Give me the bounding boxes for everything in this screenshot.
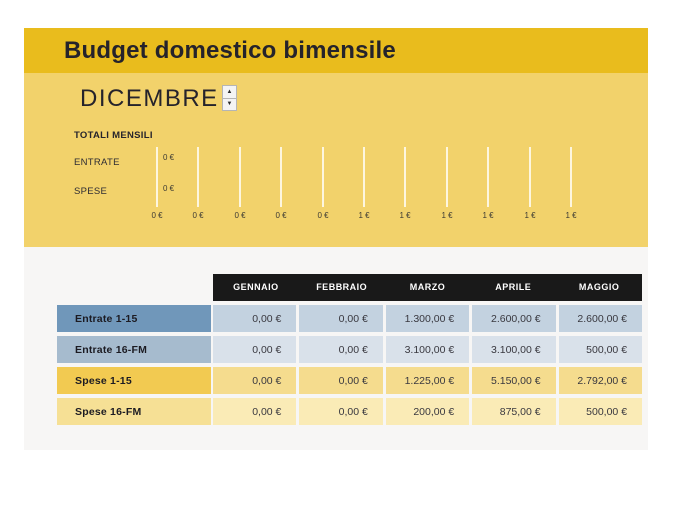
spese-series-value: 0 €: [163, 184, 175, 193]
monthly-totals-chart: 0 € 0 € 0 € 0 € 0 € 1 € 1 € 1 € 1 € 1 € …: [24, 73, 648, 247]
chart-column-label: 0 €: [192, 211, 204, 220]
table-cell[interactable]: 2.600,00 €: [558, 305, 643, 332]
month-spinner[interactable]: ▲ ▼: [222, 85, 237, 111]
table-panel: GENNAIO FEBBRAIO MARZO APRILE MAGGIO Ent…: [24, 247, 648, 450]
chart-gridline: [570, 147, 572, 207]
table-cell[interactable]: 200,00 €: [385, 398, 470, 425]
table-cell[interactable]: 0,00 €: [213, 305, 297, 332]
table-cell[interactable]: 875,00 €: [472, 398, 556, 425]
row-label-entrate-16-fm: Entrate 16-FM: [57, 336, 211, 363]
chart-column-label: 1 €: [565, 211, 577, 220]
spinner-down-icon[interactable]: ▼: [226, 101, 233, 108]
table-row: 0,00 € 0,00 € 200,00 € 875,00 € 500,00 €: [213, 398, 643, 425]
table-cell[interactable]: 0,00 €: [213, 367, 297, 394]
chart-column: 0 €: [178, 147, 218, 247]
table-row: 0,00 € 0,00 € 3.100,00 € 3.100,00 € 500,…: [213, 336, 643, 363]
chart-gridline: [197, 147, 199, 207]
summary-band: DICEMBRE ▲ ▼ TOTALI MENSILI ENTRATE SPES…: [24, 73, 648, 247]
column-header-marzo: MARZO: [409, 282, 446, 292]
table-cell[interactable]: 1.225,00 €: [385, 367, 470, 394]
chart-column: 0 €: [261, 147, 301, 247]
table-cell[interactable]: 0,00 €: [213, 398, 297, 425]
table-cell[interactable]: 1.300,00 €: [385, 305, 470, 332]
table-cell[interactable]: 0,00 €: [299, 367, 383, 394]
chart-gridline: [404, 147, 406, 207]
chart-gridline: [446, 147, 448, 207]
spinner-up-icon[interactable]: ▲: [223, 86, 236, 99]
table-cell[interactable]: 0,00 €: [299, 398, 383, 425]
spese-series-label: SPESE: [74, 186, 108, 197]
column-header-maggio: MAGGIO: [578, 282, 620, 292]
chart-column: 1 €: [510, 147, 550, 247]
table-cell[interactable]: 0,00 €: [299, 305, 383, 332]
chart-gridline: [529, 147, 531, 207]
chart-column-label: 0 €: [317, 211, 329, 220]
chart-column: 0 €: [137, 147, 177, 247]
summary-section-title: TOTALI MENSILI: [74, 130, 153, 141]
chart-column: 1 €: [344, 147, 384, 247]
chart-column-label: 0 €: [275, 211, 287, 220]
entrate-series-label: ENTRATE: [74, 157, 120, 168]
table-cell[interactable]: 3.100,00 €: [472, 336, 556, 363]
chart-gridline: [487, 147, 489, 207]
row-label-spese-1-15: Spese 1-15: [57, 367, 211, 394]
table-cell[interactable]: 2.792,00 €: [558, 367, 643, 394]
chart-column: 1 €: [385, 147, 425, 247]
chart-column-label: 1 €: [482, 211, 494, 220]
table-cell[interactable]: 500,00 €: [558, 336, 643, 363]
chart-column-label: 0 €: [151, 211, 163, 220]
month-selector-value[interactable]: DICEMBRE: [80, 85, 219, 112]
chart-gridline: [363, 147, 365, 207]
chart-column: 1 €: [427, 147, 467, 247]
page-title: Budget domestico bimensile: [64, 36, 396, 64]
chart-column-label: 1 €: [441, 211, 453, 220]
chart-column: 0 €: [220, 147, 260, 247]
row-label-entrate-1-15: Entrate 1-15: [57, 305, 211, 332]
column-header-febbraio: FEBBRAIO: [316, 282, 368, 292]
table-cell[interactable]: 5.150,00 €: [472, 367, 556, 394]
table-cell[interactable]: 3.100,00 €: [385, 336, 470, 363]
chart-gridline: [156, 147, 158, 207]
chart-column-label: 1 €: [524, 211, 536, 220]
table-row: 0,00 € 0,00 € 1.225,00 € 5.150,00 € 2.79…: [213, 367, 643, 394]
table-cell[interactable]: 2.600,00 €: [472, 305, 556, 332]
column-header-gennaio: GENNAIO: [233, 282, 279, 292]
chart-gridline: [322, 147, 324, 207]
chart-column: 1 €: [551, 147, 591, 247]
column-header-aprile: APRILE: [495, 282, 532, 292]
chart-column-label: 1 €: [358, 211, 370, 220]
table-cell[interactable]: 500,00 €: [558, 398, 643, 425]
entrate-series-value: 0 €: [163, 153, 175, 162]
chart-gridline: [280, 147, 282, 207]
chart-column: 1 €: [468, 147, 508, 247]
table-cell[interactable]: 0,00 €: [299, 336, 383, 363]
row-label-spese-16-fm: Spese 16-FM: [57, 398, 211, 425]
chart-column-label: 0 €: [234, 211, 246, 220]
table-row: 0,00 € 0,00 € 1.300,00 € 2.600,00 € 2.60…: [213, 305, 643, 332]
chart-gridline: [239, 147, 241, 207]
table-header-row: GENNAIO FEBBRAIO MARZO APRILE MAGGIO: [213, 274, 642, 301]
chart-column-label: 1 €: [399, 211, 411, 220]
title-band: Budget domestico bimensile: [24, 28, 648, 73]
chart-column: 0 €: [303, 147, 343, 247]
table-cell[interactable]: 0,00 €: [213, 336, 297, 363]
